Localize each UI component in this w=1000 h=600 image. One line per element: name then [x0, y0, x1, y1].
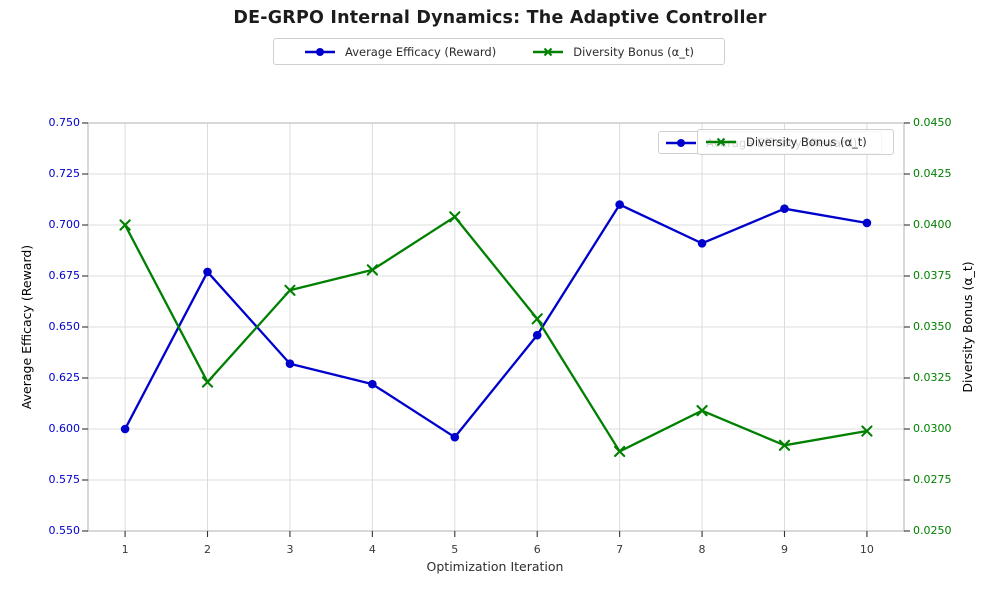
y-right-tick-label: 0.0350 — [913, 320, 952, 333]
x-tick-label: 3 — [286, 543, 294, 556]
x-tick-label: 7 — [616, 543, 624, 556]
legend-label-diversity: Diversity Bonus (α_t) — [573, 44, 694, 59]
y-left-tick-label: 0.625 — [48, 371, 81, 384]
y-left-tick-label: 0.575 — [48, 473, 81, 486]
x-tick-label: 6 — [533, 543, 541, 556]
x-tick-label: 8 — [698, 543, 706, 556]
x-tick-label: 4 — [368, 543, 376, 556]
y-left-tick-label: 0.725 — [48, 167, 81, 180]
y-right-tick-label: 0.0275 — [913, 473, 952, 486]
y-left-tick-label: 0.650 — [48, 320, 81, 333]
y-right-tick-label: 0.0325 — [913, 371, 952, 384]
inner-legend-diversity: Diversity Bonus (α_t) — [697, 129, 894, 155]
x-tick-label: 1 — [121, 543, 129, 556]
y-right-tick-label: 0.0300 — [913, 422, 952, 435]
diversity-line-x-icon — [533, 47, 564, 56]
efficacy-line-dot-icon — [666, 138, 696, 147]
top-legend: Average Efficacy (Reward) Diversity Bonu… — [273, 38, 725, 65]
inner-legend-label-diversity: Diversity Bonus (α_t) — [746, 135, 867, 149]
y-right-tick-label: 0.0450 — [913, 116, 952, 129]
diversity-line-x-icon — [706, 137, 736, 147]
legend-item-efficacy: Average Efficacy (Reward) — [304, 45, 496, 59]
y-left-tick-label: 0.700 — [48, 218, 81, 231]
x-axis-label: Optimization Iteration — [426, 559, 564, 574]
x-tick-label: 9 — [780, 543, 788, 556]
x-tick-label: 10 — [859, 543, 874, 556]
chart-title: DE-GRPO Internal Dynamics: The Adaptive … — [233, 8, 767, 28]
y-right-tick-label: 0.0375 — [913, 269, 952, 282]
y-left-tick-label: 0.675 — [48, 269, 81, 282]
y-left-tick-label: 0.600 — [48, 422, 81, 435]
y-right-tick-label: 0.0425 — [913, 167, 952, 180]
legend-item-diversity: Diversity Bonus (α_t) — [532, 45, 694, 59]
x-tick-label: 5 — [451, 543, 459, 556]
y-right-tick-label: 0.0250 — [913, 524, 952, 537]
legend-label-efficacy: Average Efficacy (Reward) — [345, 44, 497, 59]
y-right-tick-label: 0.0400 — [913, 218, 952, 231]
y-left-tick-label: 0.550 — [48, 524, 81, 537]
y-left-tick-label: 0.750 — [48, 116, 81, 129]
efficacy-line-dot-icon — [305, 47, 335, 56]
x-tick-label: 2 — [204, 543, 211, 556]
